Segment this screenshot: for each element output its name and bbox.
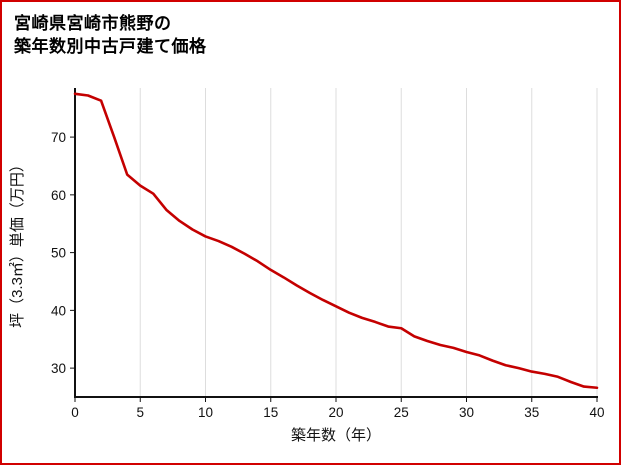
y-tick-label: 40 bbox=[51, 303, 66, 318]
x-axis-label: 築年数（年） bbox=[291, 426, 381, 444]
y-tick-label: 70 bbox=[51, 130, 66, 145]
x-tick-label: 25 bbox=[394, 405, 409, 420]
line-chart: 0 5 10 15 20 25 30 35 40 30 40 50 60 70 築年数（年） 坪（3.3㎡）単… bbox=[9, 88, 605, 444]
x-tick-label: 30 bbox=[459, 405, 474, 420]
x-tick-label: 40 bbox=[589, 405, 604, 420]
chart-title-line2: 築年数別中古戸建て価格 bbox=[14, 37, 207, 56]
x-tick-label: 20 bbox=[328, 405, 343, 420]
y-tick-label: 60 bbox=[51, 188, 66, 203]
y-axis-label: 坪（3.3㎡）単価（万円） bbox=[9, 157, 26, 328]
price-line bbox=[73, 92, 599, 390]
y-tick-label: 50 bbox=[51, 246, 66, 261]
chart-title: 宮崎県宮崎市熊野の 築年数別中古戸建て価格 bbox=[2, 2, 619, 60]
chart-title-line1: 宮崎県宮崎市熊野の bbox=[14, 14, 172, 33]
x-tick-label: 35 bbox=[524, 405, 539, 420]
x-tick-label: 15 bbox=[263, 405, 278, 420]
x-tick-label: 10 bbox=[198, 405, 213, 420]
x-tick-label: 5 bbox=[136, 405, 144, 420]
x-tick-label: 0 bbox=[71, 405, 79, 420]
y-tick-label: 30 bbox=[51, 361, 66, 376]
